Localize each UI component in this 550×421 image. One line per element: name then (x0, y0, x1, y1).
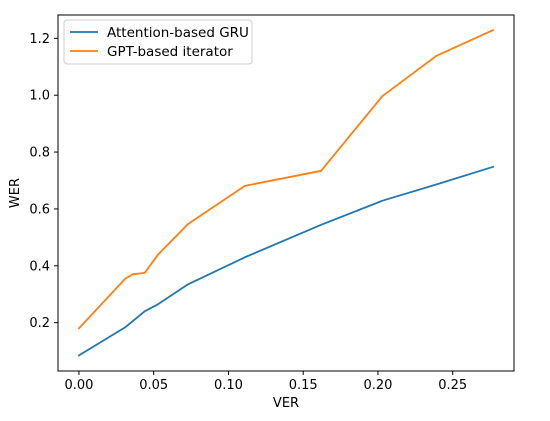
x-tick-label: 0.10 (214, 378, 243, 393)
x-tick-label: 0.20 (363, 378, 392, 393)
y-tick-label: 0.2 (29, 316, 50, 331)
y-tick-label: 0.6 (29, 202, 50, 217)
x-axis-label: VER (273, 396, 299, 411)
x-tick-label: 0.00 (64, 378, 93, 393)
legend-box (63, 19, 253, 65)
plot-frame (57, 14, 515, 372)
series-layer (77, 28, 495, 357)
x-tick-label: 0.05 (139, 378, 168, 393)
y-tick-label: 1.0 (29, 89, 50, 104)
y-axis-label: WER (8, 178, 23, 208)
x-axis-ticks: 0.00 0.05 0.10 0.15 0.20 0.25 (64, 371, 467, 393)
y-axis-ticks: 0.2 0.4 0.6 0.8 1.0 1.2 (29, 32, 58, 331)
y-tick-label: 0.4 (29, 259, 50, 274)
series-line-0 (77, 165, 495, 357)
y-tick-label: 0.8 (29, 146, 50, 161)
legend-label-1: GPT-based iterator (107, 44, 233, 60)
y-tick-label: 1.2 (29, 32, 50, 47)
x-tick-label: 0.15 (289, 378, 318, 393)
series-line-1 (77, 28, 495, 330)
legend: Attention-based GRU GPT-based iterator (63, 19, 253, 65)
legend-label-0: Attention-based GRU (107, 25, 249, 41)
x-tick-label: 0.25 (438, 378, 467, 393)
